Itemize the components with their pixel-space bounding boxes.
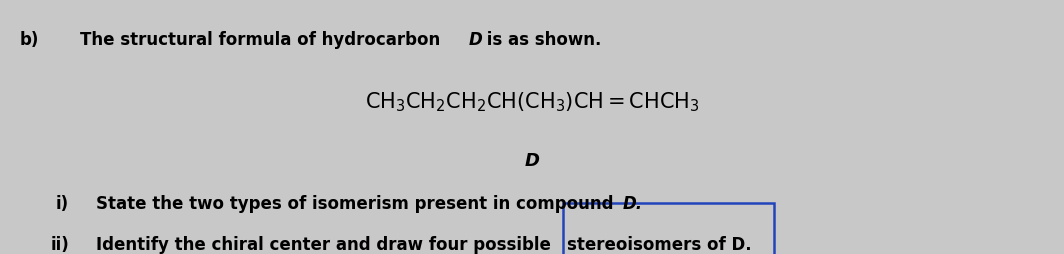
Text: i): i) [55, 194, 68, 212]
Text: Identify the chiral center and draw four possible: Identify the chiral center and draw four… [96, 235, 551, 253]
Text: State the two types of isomerism present in compound: State the two types of isomerism present… [96, 194, 619, 212]
Text: stereoisomers of D.: stereoisomers of D. [567, 235, 752, 253]
Text: D: D [468, 30, 482, 49]
Text: $\mathregular{CH_3CH_2CH_2CH(CH_3)CH{=}CHCH_3}$: $\mathregular{CH_3CH_2CH_2CH(CH_3)CH{=}C… [365, 90, 699, 113]
Text: D.: D. [622, 194, 643, 212]
Text: D: D [525, 151, 539, 169]
Text: b): b) [19, 30, 38, 49]
Text: is as shown.: is as shown. [481, 30, 601, 49]
Text: The structural formula of hydrocarbon: The structural formula of hydrocarbon [80, 30, 446, 49]
Text: ii): ii) [51, 235, 70, 253]
